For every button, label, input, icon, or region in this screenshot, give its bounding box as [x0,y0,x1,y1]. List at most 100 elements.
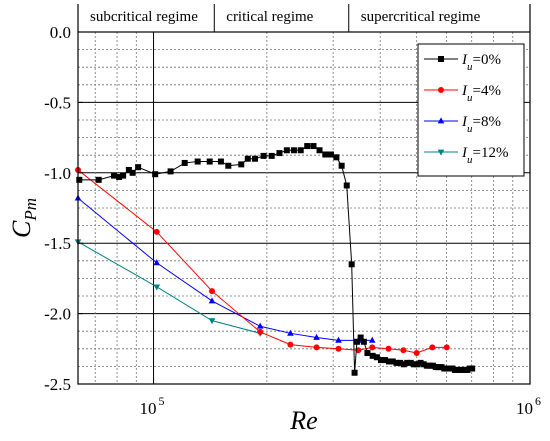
data-point [369,344,376,351]
regime-label: subcritical regime [90,9,198,25]
series-line [77,241,261,334]
data-point [209,288,216,295]
series-2 [74,194,376,343]
data-point [382,357,389,364]
data-point [413,350,420,357]
data-point [404,359,411,366]
y-tick-label: 0.0 [50,23,71,42]
legend-label-value: =0% [473,52,501,68]
data-point [407,359,414,366]
legend-label: Iu=12% [461,145,508,166]
legend-label-subscript: u [467,154,473,166]
data-point [335,336,342,343]
y-tick-label: -2.0 [44,305,71,324]
data-point [153,228,160,235]
legend-label-value: =12% [473,145,509,161]
data-point [351,369,358,376]
data-point [116,174,123,181]
regime-band: subcritical regime critical regime supercr… [77,4,531,32]
series-3 [74,239,264,337]
data-point [257,328,264,335]
x-tick-exponent: 6 [535,394,541,408]
series-0 [76,143,476,376]
legend-marker [437,117,445,124]
legend-label-value: =4% [473,83,501,99]
data-point [333,154,340,161]
data-point [397,359,404,366]
y-axis-title-subscript: Pm [21,198,40,222]
data-point [129,169,136,176]
legend-label-main: I [461,114,468,130]
data-point [208,297,216,304]
data-point [167,168,174,175]
legend-label: Iu=0% [461,52,501,73]
data-point [238,161,245,168]
data-point [335,345,342,352]
x-tick-label: 10 [140,399,157,418]
data-point [322,151,329,158]
data-point [373,354,380,361]
data-point [389,358,396,365]
legend: Iu=0%Iu=4%Iu=8%Iu=12% [417,43,525,177]
data-point [194,158,201,165]
series-line [77,169,447,354]
data-point [110,172,117,179]
legend-label-subscript: u [467,92,473,104]
data-point [469,365,476,372]
series-group [74,143,476,376]
data-point [414,361,421,368]
data-point [268,152,275,159]
data-point [206,158,213,165]
axis-ticks: 0.0-0.5-1.0-1.5-2.0-2.510 5 10 6 [44,23,541,418]
plot-frame [77,31,531,385]
data-point [208,318,216,325]
legend-marker [438,87,444,93]
legend-marker [438,56,444,62]
regime-label: supercritical regime [361,9,481,25]
data-point [417,359,424,366]
legend-marker [437,149,445,156]
series-line [77,197,373,341]
data-point [287,329,294,336]
data-point [364,350,371,357]
y-tick-label: -2.5 [44,375,71,394]
data-point [276,150,283,157]
data-point [343,182,350,189]
data-point [181,159,188,166]
data-point [400,361,407,368]
legend-label-main: I [461,52,468,68]
data-point [252,155,259,162]
data-point [153,284,161,291]
data-point [357,334,364,341]
y-axis-title-main: C [7,220,36,238]
data-point [283,147,290,154]
regime-label: critical regime [226,9,313,25]
data-point [400,347,407,354]
y-tick-label: -1.0 [44,164,71,183]
data-point [76,176,83,183]
data-point [353,338,360,345]
data-point [153,259,161,266]
axis-titles: Re CPm [7,198,318,435]
data-point [287,341,294,348]
y-tick-label: -1.5 [44,234,71,253]
legend-label-subscript: u [467,123,473,135]
data-point [411,361,418,368]
legend-label-main: I [461,83,468,99]
data-point [385,345,392,352]
x-tick-label: 10 [516,399,533,418]
data-point [420,361,427,368]
data-point [225,162,232,169]
legend-label: Iu=4% [461,83,501,104]
data-point [313,344,320,351]
data-point [125,166,132,173]
series-1 [75,166,450,357]
data-point [260,152,267,159]
data-point [338,162,345,169]
data-point [313,333,320,340]
data-point [348,261,355,268]
legend-label-subscript: u [467,61,473,73]
data-point [95,176,102,183]
